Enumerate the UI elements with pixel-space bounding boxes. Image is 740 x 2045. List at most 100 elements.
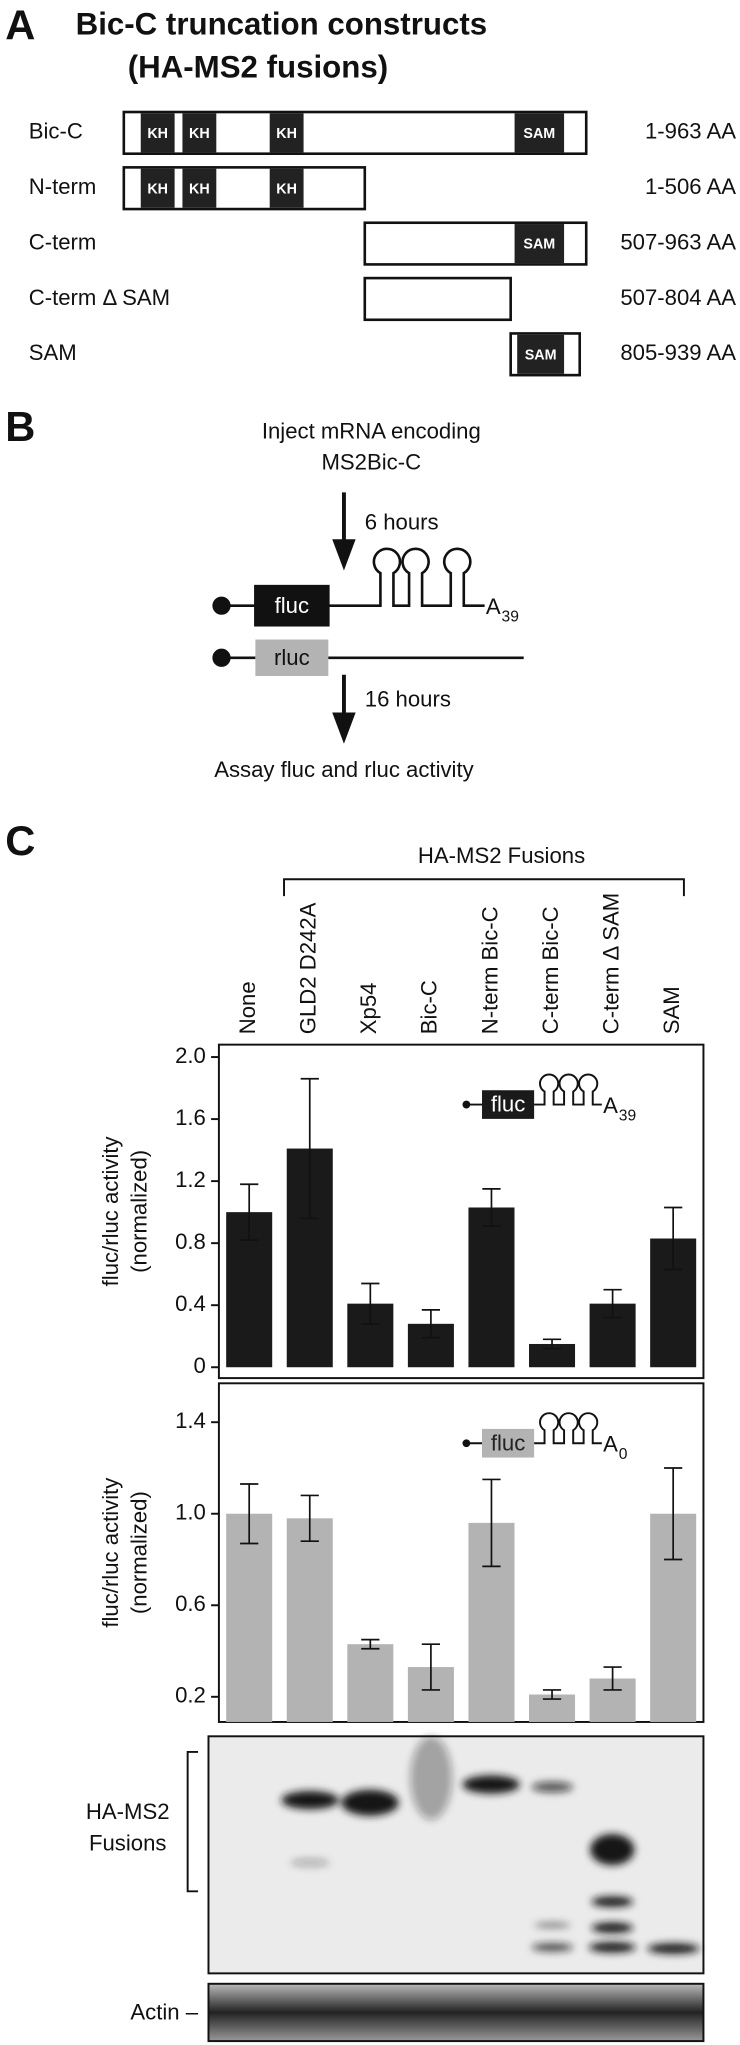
domain-label: SAM: [523, 126, 555, 142]
y-tick-label: 1.0: [175, 1500, 206, 1525]
time-label: 6 hours: [365, 509, 439, 534]
tail-label: A: [486, 594, 501, 619]
y-tick-label: 0.8: [175, 1229, 206, 1254]
domain: [514, 113, 565, 153]
inset-tail-subscript: 0: [619, 1446, 628, 1463]
group-label: HA-MS2 Fusions: [418, 843, 585, 868]
inset-tail: A: [603, 1093, 618, 1118]
construct-name: N-term: [29, 174, 97, 199]
category-label: Bic-C: [417, 980, 442, 1034]
step-text: Inject mRNA encoding: [262, 418, 481, 443]
y-tick-label: 0.2: [175, 1683, 206, 1708]
construct-name: SAM: [29, 340, 77, 365]
error-bar: [361, 1282, 380, 1325]
domain-label: KH: [189, 181, 210, 197]
error-bar: [664, 1467, 683, 1561]
inset-box: [482, 1428, 535, 1458]
category-label: C-term Δ SAM: [598, 893, 623, 1034]
blot-label: Actin –: [130, 2000, 198, 2025]
category-label: None: [235, 981, 260, 1034]
panel-letter: B: [5, 403, 35, 450]
y-tick-label: 1.4: [175, 1408, 206, 1433]
bar: [468, 1207, 515, 1368]
tail-subscript: 39: [502, 609, 519, 626]
panel-letter: C: [5, 817, 35, 864]
step-text: MS2Bic-C: [322, 450, 422, 475]
error-bar: [664, 1206, 683, 1271]
construct-range: 1-963 AA: [645, 119, 736, 144]
error-bar: [603, 1288, 622, 1319]
error-bar: [300, 1077, 319, 1220]
error-bar: [240, 1183, 259, 1241]
y-tick-label: 0.4: [175, 1291, 206, 1316]
error-bar: [361, 1638, 380, 1650]
inset-box: [482, 1090, 535, 1119]
bar: [286, 1518, 333, 1722]
domain-label: KH: [276, 181, 297, 197]
domain: [269, 168, 304, 208]
category-label: C-term Bic-C: [538, 906, 563, 1034]
construct-name: C-term Δ SAM: [29, 285, 170, 310]
y-axis-label: fluc/rluc activity: [98, 1477, 123, 1628]
construct-box: [363, 276, 512, 322]
error-bar: [421, 1309, 441, 1339]
domain: [517, 334, 565, 374]
construct-name: C-term: [29, 229, 97, 254]
time-label: 16 hours: [365, 687, 451, 712]
bar: [347, 1644, 394, 1722]
y-tick-label: 2.0: [175, 1043, 206, 1068]
construct-range: 507-963 AA: [620, 229, 736, 254]
domain: [140, 113, 175, 153]
blot-label: Fusions: [89, 1830, 166, 1855]
inset-loops: [534, 1412, 602, 1445]
category-label: N-term Bic-C: [477, 906, 502, 1034]
y-tick-label: 1.2: [175, 1167, 206, 1192]
domain: [514, 224, 565, 264]
y-tick-label: 0: [194, 1353, 206, 1378]
category-label: Xp54: [356, 983, 381, 1035]
reporter-diagram: [212, 547, 524, 677]
inset-tail-subscript: 39: [619, 1107, 636, 1124]
error-bar: [542, 1689, 562, 1700]
construct-name: Bic-C: [29, 119, 83, 144]
domain-label: KH: [147, 126, 168, 142]
error-bar: [482, 1478, 501, 1568]
y-axis-label: fluc/rluc activity: [98, 1135, 123, 1286]
western-blot: [207, 1735, 705, 2043]
bar: [226, 1513, 273, 1722]
blot-label: HA-MS2: [86, 1799, 170, 1824]
construct-range: 805-939 AA: [620, 340, 736, 365]
bracket: [186, 1750, 199, 1893]
domain-label: KH: [276, 126, 297, 142]
panel-title: Bic-C truncation constructs: [76, 6, 488, 41]
construct-range: 507-804 AA: [620, 285, 736, 310]
domain: [269, 113, 304, 153]
domain: [182, 113, 217, 153]
reporter-label: fluc: [275, 593, 309, 618]
error-bar: [421, 1643, 441, 1691]
inset-label: fluc: [491, 1092, 525, 1117]
domain-label: KH: [189, 126, 210, 142]
category-label: SAM: [659, 986, 684, 1034]
error-bar: [300, 1494, 319, 1543]
error-bar: [482, 1188, 501, 1227]
y-axis-label: (normalized): [127, 1150, 152, 1273]
inset-loops: [534, 1073, 602, 1106]
bar: [529, 1343, 576, 1368]
plot-frame: [217, 1382, 705, 1723]
domain: [182, 168, 217, 208]
y-tick-label: 0.6: [175, 1591, 206, 1616]
domain: [140, 168, 175, 208]
inset-label: fluc: [491, 1430, 525, 1455]
construct-range: 1-506 AA: [645, 174, 736, 199]
y-axis-label: (normalized): [127, 1491, 152, 1614]
domain-label: KH: [147, 181, 168, 197]
category-label: GLD2 D242A: [296, 902, 321, 1034]
error-bar: [240, 1483, 259, 1545]
inset-tail: A: [603, 1432, 618, 1457]
step-text: Assay fluc and rluc activity: [214, 757, 474, 782]
error-bar: [603, 1666, 622, 1691]
error-bar: [542, 1338, 562, 1350]
domain-label: SAM: [523, 237, 555, 253]
